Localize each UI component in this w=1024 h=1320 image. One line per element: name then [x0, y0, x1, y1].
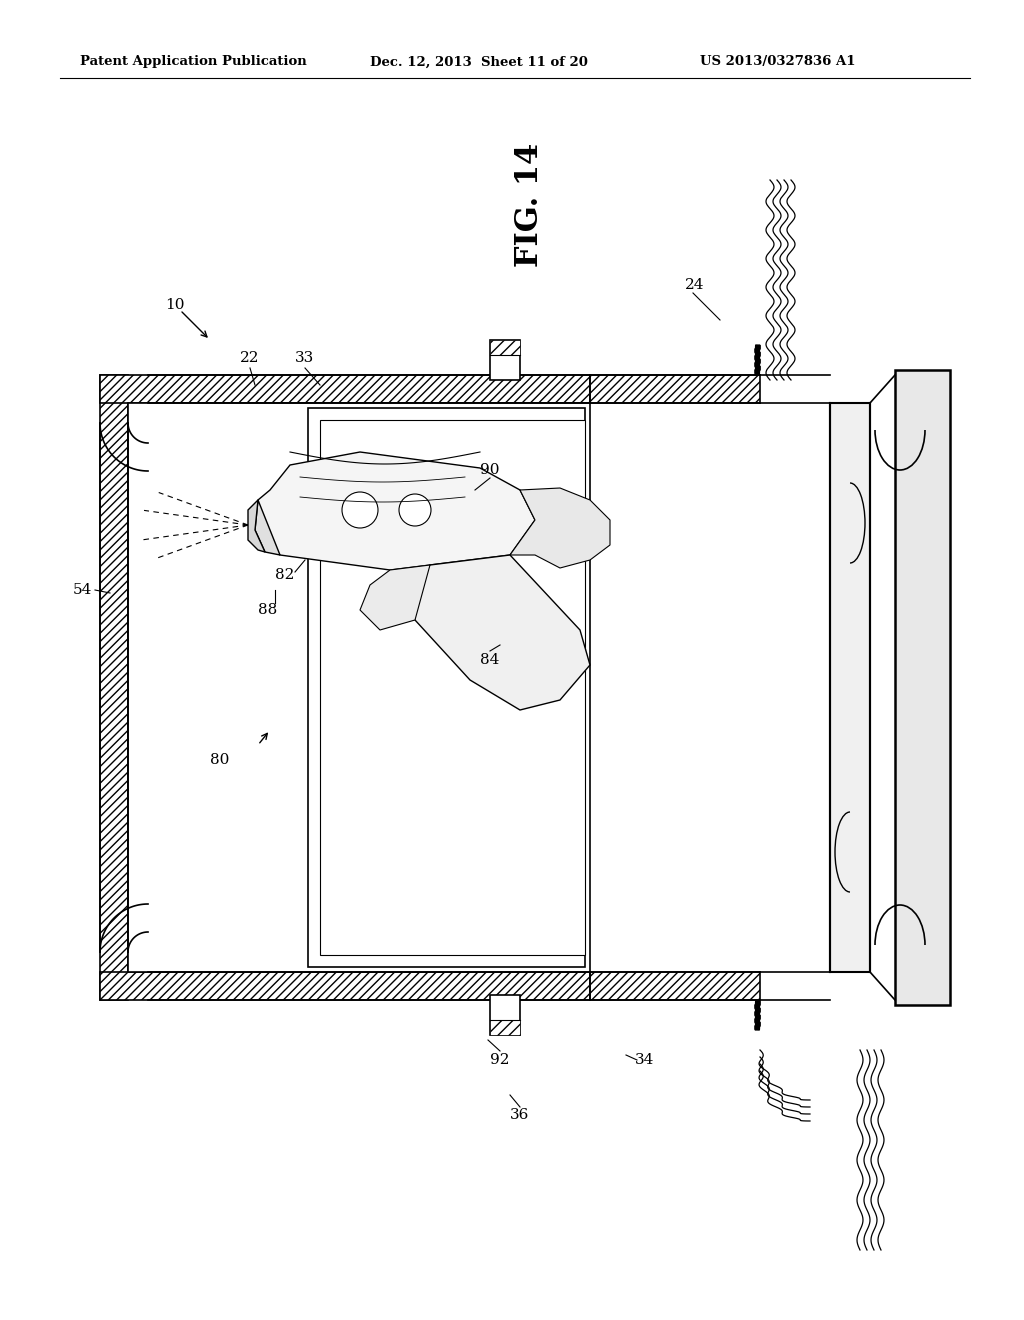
Polygon shape	[255, 451, 535, 570]
Text: 22: 22	[241, 351, 260, 366]
Text: 90: 90	[480, 463, 500, 477]
Bar	[895, 370, 950, 1005]
Text: 10: 10	[165, 298, 184, 312]
Bar	[590, 972, 760, 1001]
Bar	[830, 403, 870, 972]
Bar	[490, 341, 520, 355]
Bar	[490, 341, 520, 380]
Polygon shape	[255, 500, 280, 554]
Text: 82: 82	[275, 568, 295, 582]
Text: FIG. 14: FIG. 14	[514, 143, 546, 267]
Text: 92: 92	[490, 1053, 510, 1067]
Text: 54: 54	[73, 583, 92, 597]
Text: 24: 24	[685, 279, 705, 292]
Text: 80: 80	[210, 752, 229, 767]
Text: 36: 36	[510, 1107, 529, 1122]
Bar	[319, 420, 585, 954]
Bar	[100, 375, 128, 1001]
Text: 33: 33	[295, 351, 314, 366]
Bar	[100, 972, 590, 1001]
Bar	[308, 408, 585, 968]
Text: Dec. 12, 2013  Sheet 11 of 20: Dec. 12, 2013 Sheet 11 of 20	[370, 55, 588, 69]
Bar	[128, 403, 590, 972]
Text: 34: 34	[635, 1053, 654, 1067]
Bar	[590, 375, 760, 403]
Text: US 2013/0327836 A1: US 2013/0327836 A1	[700, 55, 855, 69]
Polygon shape	[248, 500, 265, 552]
Text: 84: 84	[480, 653, 500, 667]
Bar	[490, 1020, 520, 1035]
Text: 88: 88	[258, 603, 278, 616]
Bar	[100, 375, 590, 403]
Polygon shape	[360, 565, 430, 630]
Circle shape	[399, 494, 431, 525]
Bar	[490, 995, 520, 1035]
Text: Patent Application Publication: Patent Application Publication	[80, 55, 307, 69]
Polygon shape	[510, 488, 610, 568]
Circle shape	[342, 492, 378, 528]
Polygon shape	[406, 554, 590, 710]
